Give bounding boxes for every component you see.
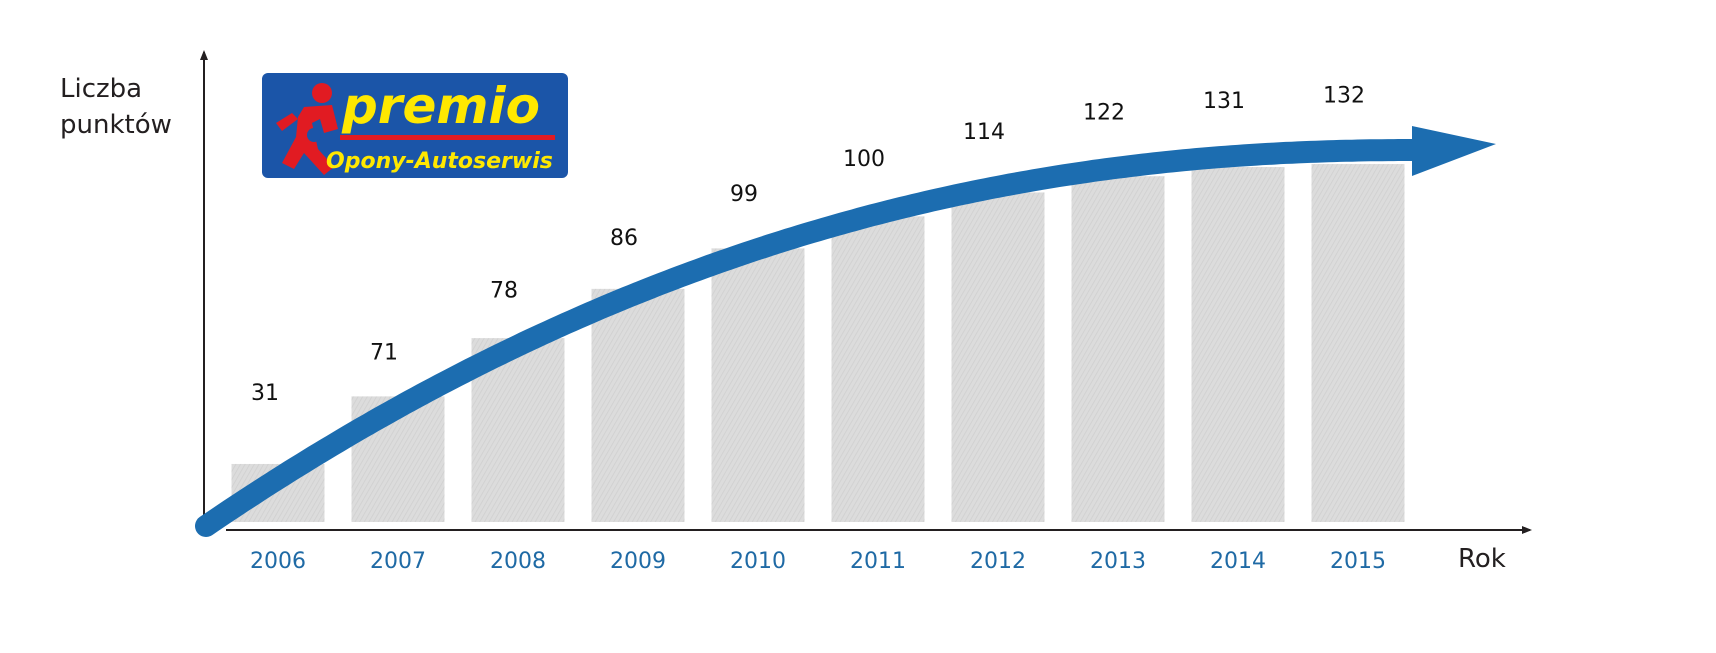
y-axis-label-line-1: Liczba: [60, 74, 142, 104]
tick-label-2010: 2010: [730, 549, 786, 574]
premio-logo: premio Opony-Autoserwis: [262, 73, 568, 178]
logo-brand: premio: [341, 77, 540, 135]
value-label-2013: 122: [1083, 101, 1125, 126]
tick-label-2008: 2008: [490, 549, 546, 574]
value-labels-layer: 31 71 78 86 99 100 114 122 131 132: [251, 84, 1365, 406]
tick-label-2013: 2013: [1090, 549, 1146, 574]
value-label-2012: 114: [963, 120, 1005, 145]
bar-2015: [1311, 164, 1405, 522]
tick-label-2012: 2012: [970, 549, 1026, 574]
logo-divider: [340, 135, 555, 140]
tick-label-2015: 2015: [1330, 549, 1386, 574]
value-label-2015: 132: [1323, 84, 1365, 109]
tick-label-2011: 2011: [850, 549, 906, 574]
tick-label-2009: 2009: [610, 549, 666, 574]
bar-2009: [591, 288, 685, 522]
value-label-2010: 99: [730, 182, 758, 207]
trend-arrow: [195, 139, 1429, 537]
y-axis-label-line-2: punktów: [60, 110, 172, 140]
bars-layer: [231, 164, 1405, 522]
logo-tagline: Opony-Autoserwis: [326, 149, 553, 174]
value-label-2009: 86: [610, 226, 638, 251]
value-label-2006: 31: [251, 381, 279, 406]
trend-arrow-head: [1412, 126, 1496, 177]
tick-label-2014: 2014: [1210, 549, 1266, 574]
bar-2012: [951, 192, 1045, 522]
tick-label-2007: 2007: [370, 549, 426, 574]
mechanic-figure-icon: [276, 83, 338, 175]
x-axis-label: Rok: [1458, 544, 1506, 574]
value-label-2007: 71: [370, 340, 398, 365]
logo-background: [262, 73, 568, 178]
value-label-2011: 100: [843, 147, 885, 172]
bar-2011: [831, 216, 925, 522]
bar-2010: [711, 248, 805, 522]
value-label-2014: 131: [1203, 89, 1245, 114]
tick-labels-layer: 2006 2007 2008 2009 2010 2011 2012 2013 2014 2015: [250, 549, 1386, 574]
bar-2013: [1071, 176, 1165, 522]
bar-2014: [1191, 167, 1285, 522]
tick-label-2006: 2006: [250, 549, 306, 574]
value-label-2008: 78: [490, 279, 518, 304]
